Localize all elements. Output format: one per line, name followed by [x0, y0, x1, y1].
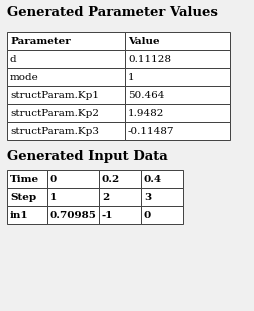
Bar	[125, 122, 230, 140]
Text: Time: Time	[10, 175, 39, 184]
Bar	[99, 170, 141, 188]
Bar	[7, 104, 125, 122]
Text: 0: 0	[144, 211, 151, 220]
Bar	[99, 206, 141, 224]
Text: -1: -1	[102, 211, 114, 220]
Text: in1: in1	[10, 211, 29, 220]
Bar	[125, 104, 230, 122]
Text: Generated Input Data: Generated Input Data	[7, 150, 168, 163]
Text: structParam.Kp3: structParam.Kp3	[10, 127, 99, 136]
Bar	[99, 188, 141, 206]
Text: structParam.Kp1: structParam.Kp1	[10, 91, 99, 100]
Bar	[141, 206, 183, 224]
Text: mode: mode	[10, 73, 39, 82]
Text: 0: 0	[50, 175, 57, 184]
Bar	[7, 86, 125, 104]
Bar	[47, 188, 99, 206]
Bar	[125, 32, 230, 50]
Text: 50.464: 50.464	[128, 91, 164, 100]
Bar	[7, 188, 47, 206]
Bar	[141, 188, 183, 206]
Text: 2: 2	[102, 193, 109, 202]
Text: 3: 3	[144, 193, 151, 202]
Bar	[141, 170, 183, 188]
Bar	[47, 170, 99, 188]
Text: structParam.Kp2: structParam.Kp2	[10, 109, 99, 118]
Text: -0.11487: -0.11487	[128, 127, 174, 136]
Bar	[7, 68, 125, 86]
Text: Value: Value	[128, 37, 160, 46]
Bar	[7, 122, 125, 140]
Bar	[7, 50, 125, 68]
Text: 1.9482: 1.9482	[128, 109, 164, 118]
Text: Generated Parameter Values: Generated Parameter Values	[7, 6, 218, 19]
Text: 1: 1	[128, 73, 135, 82]
Text: 0.4: 0.4	[144, 175, 162, 184]
Text: 0.11128: 0.11128	[128, 55, 171, 64]
Text: 1: 1	[50, 193, 57, 202]
Text: 0.70985: 0.70985	[50, 211, 97, 220]
Bar	[7, 170, 47, 188]
Bar	[125, 50, 230, 68]
Text: 0.2: 0.2	[102, 175, 120, 184]
Text: d: d	[10, 55, 17, 64]
Bar	[7, 206, 47, 224]
Text: Parameter: Parameter	[10, 37, 71, 46]
Bar	[125, 86, 230, 104]
Bar	[125, 68, 230, 86]
Text: Step: Step	[10, 193, 36, 202]
Bar	[47, 206, 99, 224]
Bar	[7, 32, 125, 50]
